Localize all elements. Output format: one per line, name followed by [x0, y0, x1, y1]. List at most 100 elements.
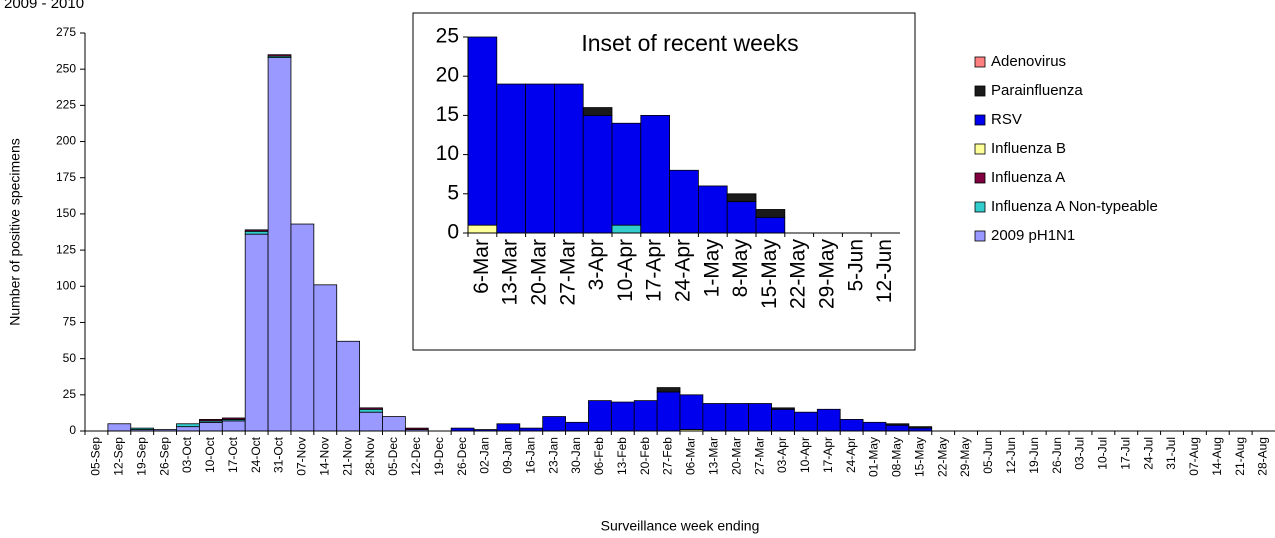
- x-tick-label: 28-Nov: [363, 437, 377, 476]
- bar-segment: [726, 193, 757, 203]
- bar-segment: [755, 209, 786, 218]
- bar-segment: [199, 419, 223, 422]
- legend-swatch: [974, 85, 986, 97]
- bar-segment: [611, 122, 642, 226]
- x-tick-label: 20-Mar: [528, 239, 551, 306]
- x-tick-label: 24-Jul: [1141, 437, 1155, 470]
- bar-segment: [748, 403, 772, 432]
- bar-segment: [496, 83, 526, 234]
- x-tick-label: 19-Dec: [432, 437, 446, 476]
- bar-segment: [267, 57, 292, 432]
- legend-swatch: [974, 230, 986, 242]
- x-tick-label: 06-Mar: [684, 437, 698, 475]
- bar-segment: [221, 420, 246, 432]
- bar-segment: [404, 427, 429, 430]
- chart-title: 2009 - 2010: [4, 0, 84, 12]
- x-tick-label: 29-May: [958, 437, 972, 477]
- bar-segment: [313, 284, 338, 432]
- bar-segment: [244, 233, 269, 432]
- x-tick-label: 10-Apr: [798, 437, 812, 473]
- bar-segment: [525, 83, 555, 234]
- bar-segment: [698, 185, 728, 234]
- x-tick-label: 05-Sep: [89, 437, 103, 476]
- bar-segment: [359, 411, 383, 432]
- y-tick-label: 225: [56, 98, 76, 112]
- legend-swatch: [974, 201, 986, 213]
- legend-swatch: [974, 114, 986, 126]
- bar-segment: [771, 407, 795, 410]
- legend-label: Adenovirus: [991, 53, 1066, 70]
- y-tick-label: 125: [56, 242, 76, 256]
- bar-segment: [176, 423, 200, 428]
- x-tick-label: 15-May: [912, 437, 926, 477]
- x-tick-label: 22-May: [935, 437, 949, 477]
- bar-segment: [467, 36, 498, 226]
- bar-segment: [702, 403, 727, 432]
- bar-segment: [862, 421, 887, 432]
- y-tick-label: 10: [436, 142, 459, 165]
- x-tick-label: 19-Jun: [1027, 437, 1041, 474]
- bar-segment: [130, 427, 155, 430]
- x-tick-label: 26-Sep: [157, 437, 171, 476]
- legend-swatch: [974, 143, 986, 155]
- x-tick-label: 5-Jun: [844, 239, 867, 292]
- y-tick-label: 75: [63, 315, 77, 329]
- bar-segment: [542, 416, 566, 432]
- bar-segment: [633, 400, 658, 432]
- x-tick-label: 15-May: [758, 239, 781, 310]
- bar-segment: [176, 426, 200, 432]
- x-tick-label: 08-May: [890, 437, 904, 477]
- x-tick-label: 13-Mar: [499, 239, 522, 306]
- x-tick-label: 17-Jul: [1118, 437, 1132, 470]
- inset-title: Inset of recent weeks: [581, 30, 798, 56]
- x-tick-label: 17-Apr: [643, 239, 666, 302]
- bar-segment: [336, 340, 361, 432]
- y-tick-label: 275: [56, 25, 76, 39]
- x-tick-label: 14-Nov: [317, 437, 331, 476]
- bar-segment: [816, 408, 841, 432]
- x-tick-label: 13-Mar: [706, 437, 720, 475]
- legend-label: Influenza B: [991, 140, 1066, 157]
- x-tick-label: 07-Aug: [1187, 437, 1201, 476]
- x-tick-label: 21-Aug: [1233, 437, 1247, 476]
- x-tick-label: 12-Dec: [409, 437, 423, 476]
- x-tick-label: 24-Apr: [844, 437, 858, 473]
- x-tick-label: 12-Jun: [873, 239, 896, 303]
- x-tick-label: 12-Jun: [1004, 437, 1018, 474]
- x-tick-label: 14-Aug: [1210, 437, 1224, 476]
- x-tick-label: 31-Oct: [272, 436, 286, 473]
- bar-segment: [611, 224, 642, 234]
- y-tick-label: 25: [63, 387, 77, 401]
- x-tick-label: 30-Jan: [569, 437, 583, 474]
- x-tick-label: 10-Oct: [203, 436, 217, 473]
- y-tick-label: 200: [56, 134, 76, 148]
- bar-segment: [610, 401, 635, 432]
- x-tick-label: 19-Sep: [134, 437, 148, 476]
- x-tick-label: 27-Mar: [752, 437, 766, 475]
- legend-label: RSV: [991, 111, 1022, 128]
- bar-segment: [267, 54, 292, 57]
- x-tick-label: 21-Nov: [340, 437, 354, 476]
- x-tick-label: 01-May: [867, 437, 881, 477]
- x-tick-label: 05-Jun: [981, 437, 995, 474]
- x-tick-label: 03-Oct: [180, 436, 194, 473]
- x-tick-label: 24-Apr: [672, 239, 695, 302]
- y-tick-label: 0: [447, 221, 459, 244]
- x-tick-label: 17-Apr: [821, 437, 835, 473]
- bar-segment: [908, 426, 933, 429]
- bar-segment: [359, 408, 383, 413]
- x-tick-label: 27-Mar: [556, 239, 579, 306]
- bar-segment: [588, 400, 612, 432]
- x-tick-label: 1-May: [700, 239, 723, 298]
- y-tick-label: 250: [56, 61, 76, 75]
- bar-segment: [221, 417, 246, 420]
- bar-segment: [582, 115, 613, 234]
- y-axis-label: Number of positive specimens: [7, 138, 23, 326]
- y-tick-label: 50: [63, 351, 77, 365]
- y-tick-label: 175: [56, 170, 76, 184]
- x-tick-label: 26-Jun: [1050, 437, 1064, 474]
- x-tick-label: 07-Nov: [295, 437, 309, 476]
- x-tick-label: 8-May: [729, 239, 752, 298]
- x-tick-label: 29-May: [816, 239, 839, 310]
